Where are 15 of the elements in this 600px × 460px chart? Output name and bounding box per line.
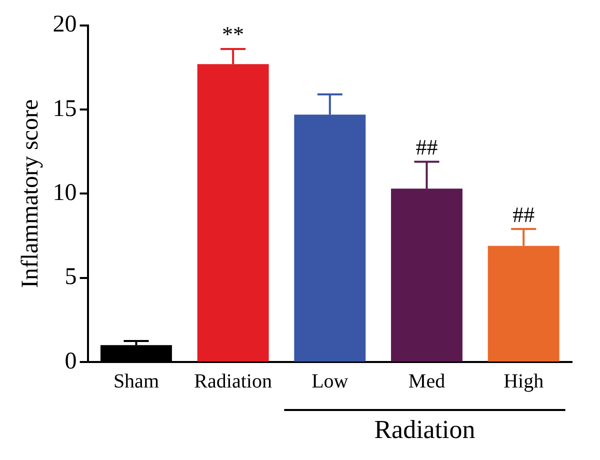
x-axis-title: Radiation xyxy=(374,414,476,444)
x-tick-label: Sham xyxy=(113,370,160,392)
y-axis-title: Inflammatory score xyxy=(18,99,44,288)
y-tick-label: 15 xyxy=(52,96,77,122)
y-tick-label: 10 xyxy=(52,180,77,206)
annotation: ## xyxy=(512,202,535,227)
y-tick-label: 0 xyxy=(64,348,77,374)
y-tick-label: 5 xyxy=(64,264,77,290)
annotation: ** xyxy=(222,22,244,47)
y-tick-label: 20 xyxy=(52,12,77,38)
x-tick-label: Med xyxy=(408,370,446,392)
x-tick-label: Radiation xyxy=(194,370,272,392)
x-tick-label: Low xyxy=(312,370,349,392)
x-tick-label: High xyxy=(504,370,544,392)
annotation: ## xyxy=(416,134,438,160)
